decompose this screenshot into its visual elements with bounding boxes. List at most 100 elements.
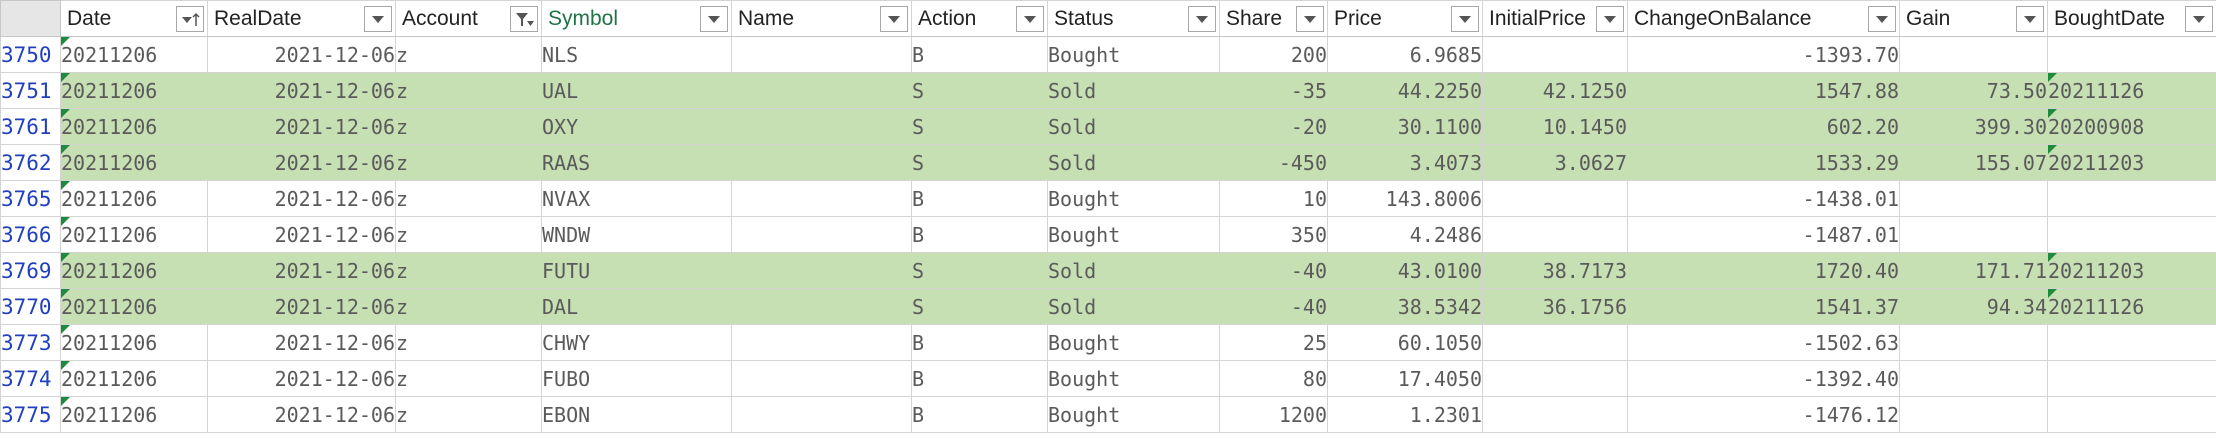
cell-changeonbalance[interactable]: 1547.88 xyxy=(1627,72,1900,109)
cell-action[interactable]: S xyxy=(911,108,1048,145)
filter-dropdown-button[interactable] xyxy=(1596,6,1624,32)
cell-name[interactable] xyxy=(731,396,912,433)
cell-realdate[interactable]: 2021-12-06 xyxy=(207,72,396,109)
cell-symbol[interactable]: EBON xyxy=(541,396,732,433)
cell-status[interactable]: Sold xyxy=(1047,108,1220,145)
cell-gain[interactable]: 73.50 xyxy=(1899,72,2048,109)
cell-status[interactable]: Sold xyxy=(1047,252,1220,289)
cell-symbol[interactable]: FUBO xyxy=(541,360,732,397)
column-header-action[interactable]: Action xyxy=(911,0,1048,37)
cell-price[interactable]: 30.1100 xyxy=(1327,108,1483,145)
column-header-price[interactable]: Price xyxy=(1327,0,1483,37)
cell-price[interactable]: 38.5342 xyxy=(1327,288,1483,325)
cell-status[interactable]: Bought xyxy=(1047,360,1220,397)
filter-active-button[interactable] xyxy=(510,6,538,32)
column-header-boughtdate[interactable]: BoughtDate xyxy=(2047,0,2216,37)
cell-status[interactable]: Bought xyxy=(1047,396,1220,433)
cell-share[interactable]: -40 xyxy=(1219,252,1328,289)
cell-symbol[interactable]: WNDW xyxy=(541,216,732,253)
cell-status[interactable]: Bought xyxy=(1047,324,1220,361)
cell-realdate[interactable]: 2021-12-06 xyxy=(207,360,396,397)
cell-account[interactable]: z xyxy=(395,252,542,289)
cell-boughtdate[interactable] xyxy=(2047,324,2216,361)
cell-date[interactable]: 20211206 xyxy=(60,180,208,217)
cell-price[interactable]: 1.2301 xyxy=(1327,396,1483,433)
cell-name[interactable] xyxy=(731,288,912,325)
filter-dropdown-button[interactable] xyxy=(880,6,908,32)
cell-share[interactable]: 200 xyxy=(1219,36,1328,73)
cell-initialprice[interactable] xyxy=(1482,216,1628,253)
cell-action[interactable]: B xyxy=(911,324,1048,361)
select-all-corner[interactable] xyxy=(0,0,61,37)
cell-gain[interactable] xyxy=(1899,324,2048,361)
cell-price[interactable]: 4.2486 xyxy=(1327,216,1483,253)
cell-realdate[interactable]: 2021-12-06 xyxy=(207,252,396,289)
cell-realdate[interactable]: 2021-12-06 xyxy=(207,108,396,145)
cell-date[interactable]: 20211206 xyxy=(60,36,208,73)
cell-name[interactable] xyxy=(731,36,912,73)
cell-symbol[interactable]: OXY xyxy=(541,108,732,145)
column-header-changeonbalance[interactable]: ChangeOnBalance xyxy=(1627,0,1900,37)
cell-boughtdate[interactable] xyxy=(2047,36,2216,73)
cell-account[interactable]: z xyxy=(395,324,542,361)
cell-boughtdate[interactable]: 20200908 xyxy=(2047,108,2216,145)
cell-name[interactable] xyxy=(731,252,912,289)
cell-share[interactable]: 350 xyxy=(1219,216,1328,253)
cell-action[interactable]: S xyxy=(911,288,1048,325)
cell-date[interactable]: 20211206 xyxy=(60,108,208,145)
filter-dropdown-button[interactable] xyxy=(1868,6,1896,32)
cell-action[interactable]: S xyxy=(911,72,1048,109)
cell-date[interactable]: 20211206 xyxy=(60,324,208,361)
row-number[interactable]: 3761 xyxy=(0,108,61,145)
cell-realdate[interactable]: 2021-12-06 xyxy=(207,36,396,73)
cell-symbol[interactable]: RAAS xyxy=(541,144,732,181)
cell-share[interactable]: -35 xyxy=(1219,72,1328,109)
cell-initialprice[interactable] xyxy=(1482,396,1628,433)
filter-dropdown-button[interactable] xyxy=(1188,6,1216,32)
filter-dropdown-button[interactable] xyxy=(2016,6,2044,32)
cell-price[interactable]: 3.4073 xyxy=(1327,144,1483,181)
cell-share[interactable]: 10 xyxy=(1219,180,1328,217)
cell-status[interactable]: Sold xyxy=(1047,288,1220,325)
cell-changeonbalance[interactable]: -1393.70 xyxy=(1627,36,1900,73)
cell-symbol[interactable]: NVAX xyxy=(541,180,732,217)
cell-name[interactable] xyxy=(731,72,912,109)
cell-gain[interactable]: 94.34 xyxy=(1899,288,2048,325)
cell-account[interactable]: z xyxy=(395,360,542,397)
cell-changeonbalance[interactable]: 1720.40 xyxy=(1627,252,1900,289)
cell-gain[interactable] xyxy=(1899,180,2048,217)
cell-symbol[interactable]: DAL xyxy=(541,288,732,325)
cell-action[interactable]: B xyxy=(911,216,1048,253)
cell-action[interactable]: S xyxy=(911,144,1048,181)
cell-gain[interactable] xyxy=(1899,216,2048,253)
sort-filter-button[interactable] xyxy=(176,6,204,32)
cell-date[interactable]: 20211206 xyxy=(60,144,208,181)
cell-account[interactable]: z xyxy=(395,396,542,433)
cell-account[interactable]: z xyxy=(395,216,542,253)
cell-initialprice[interactable] xyxy=(1482,180,1628,217)
filter-dropdown-button[interactable] xyxy=(700,6,728,32)
cell-boughtdate[interactable] xyxy=(2047,180,2216,217)
cell-name[interactable] xyxy=(731,216,912,253)
cell-name[interactable] xyxy=(731,360,912,397)
cell-realdate[interactable]: 2021-12-06 xyxy=(207,288,396,325)
cell-date[interactable]: 20211206 xyxy=(60,396,208,433)
cell-name[interactable] xyxy=(731,180,912,217)
cell-price[interactable]: 143.8006 xyxy=(1327,180,1483,217)
column-header-symbol[interactable]: Symbol xyxy=(541,0,732,37)
cell-action[interactable]: B xyxy=(911,180,1048,217)
cell-name[interactable] xyxy=(731,144,912,181)
cell-gain[interactable]: 155.07 xyxy=(1899,144,2048,181)
cell-gain[interactable]: 399.30 xyxy=(1899,108,2048,145)
cell-share[interactable]: 80 xyxy=(1219,360,1328,397)
row-number[interactable]: 3766 xyxy=(0,216,61,253)
cell-initialprice[interactable]: 38.7173 xyxy=(1482,252,1628,289)
cell-action[interactable]: B xyxy=(911,36,1048,73)
cell-symbol[interactable]: FUTU xyxy=(541,252,732,289)
cell-symbol[interactable]: CHWY xyxy=(541,324,732,361)
filter-dropdown-button[interactable] xyxy=(1296,6,1324,32)
cell-price[interactable]: 17.4050 xyxy=(1327,360,1483,397)
cell-status[interactable]: Bought xyxy=(1047,36,1220,73)
row-number[interactable]: 3769 xyxy=(0,252,61,289)
cell-realdate[interactable]: 2021-12-06 xyxy=(207,216,396,253)
